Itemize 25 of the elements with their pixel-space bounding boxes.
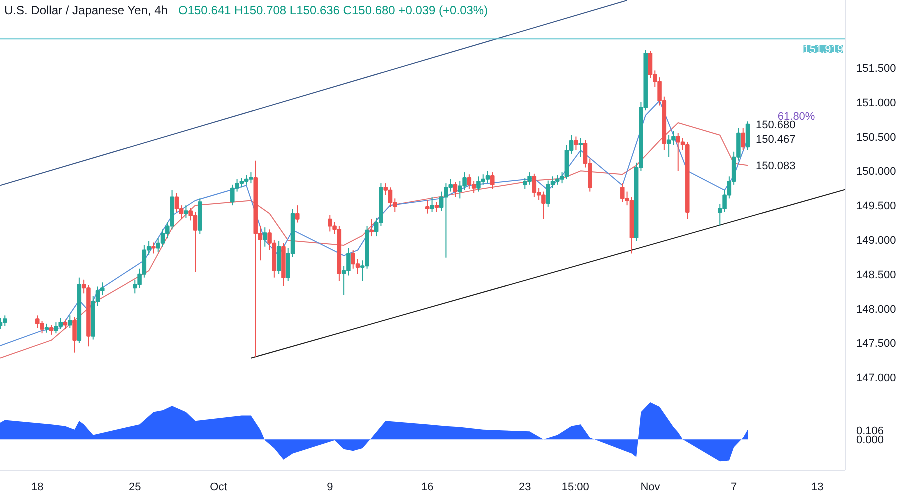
- x-tick-label: 18: [32, 482, 44, 494]
- x-tick-label: 7: [731, 482, 738, 494]
- y-tick-label: 149.500: [856, 200, 896, 213]
- x-tick-label: 15:00: [562, 482, 590, 494]
- y-tick-label: 148.500: [856, 269, 896, 282]
- y-tick-label: 147.500: [856, 338, 896, 350]
- y-tick-label: 150.000: [856, 166, 896, 178]
- y-tick-label: 147.000: [856, 372, 896, 385]
- x-tick-label: 13: [812, 482, 824, 494]
- y-tick-label: 151.000: [856, 97, 896, 110]
- y-tick-label: 150.500: [856, 132, 896, 144]
- annotation: 150.083: [756, 160, 796, 172]
- y-tick-label: 151.500: [856, 62, 896, 75]
- y-tick-label: 149.000: [856, 234, 896, 247]
- x-tick-label: 25: [129, 482, 142, 494]
- chart-title: U.S. Dollar / Japanese Yen, 4h: [4, 4, 168, 18]
- annotation: 150.467: [756, 134, 796, 146]
- y-tick-label: 148.000: [856, 304, 896, 316]
- chart-subtitle: O150.641 H150.708 L150.636 C150.680 +0.039 (+0.03%): [178, 4, 488, 18]
- x-tick-label: 9: [327, 482, 334, 494]
- x-tick-label: Nov: [640, 482, 661, 494]
- x-tick-label: 16: [422, 482, 434, 494]
- x-tick-label: Oct: [210, 482, 228, 494]
- x-tick-label: 23: [519, 482, 532, 494]
- y-tick-label: 0.000: [856, 434, 884, 447]
